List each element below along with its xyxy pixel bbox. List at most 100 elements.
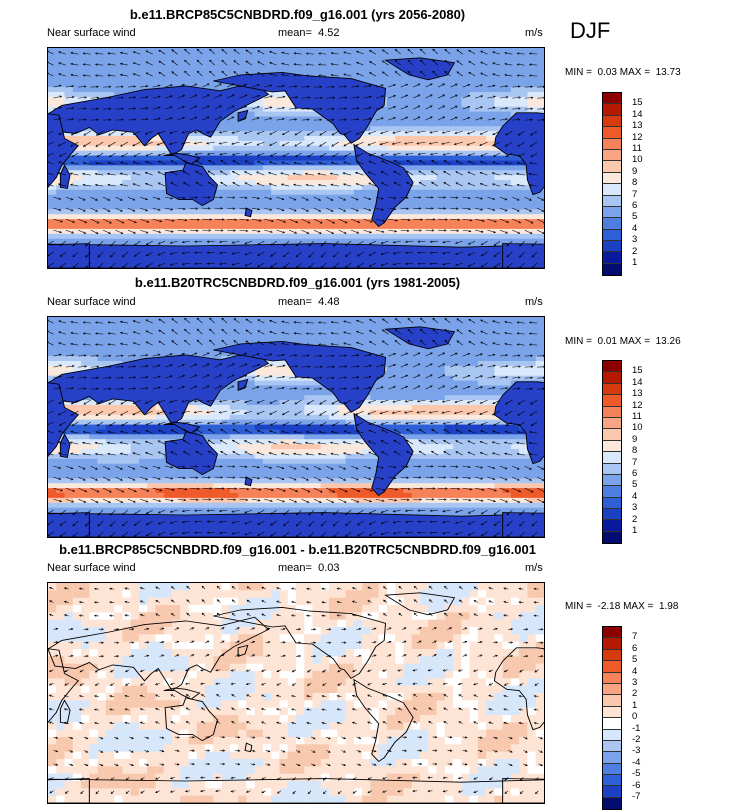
colorbar-label: 10 xyxy=(632,154,643,166)
colorbar-swatch xyxy=(603,138,621,150)
panel-1-mean: mean= 4.52 xyxy=(278,27,340,39)
panel-2-map-graphic xyxy=(48,317,544,537)
season-label: DJF xyxy=(570,18,611,43)
colorbar-label: 2 xyxy=(632,513,638,525)
panel-1-map-graphic xyxy=(48,48,544,268)
colorbar-label: 0 xyxy=(632,711,638,723)
panel-2-colorbar: 15 14 13 12 11 10 9 8 7 6 5 4 3 2 1 xyxy=(602,360,643,545)
panel-3-mean: mean= 0.03 xyxy=(278,562,340,574)
colorbar-swatch xyxy=(603,706,621,719)
colorbar-swatch xyxy=(603,497,621,510)
colorbar-swatch xyxy=(603,218,621,230)
colorbar-label: -6 xyxy=(632,779,641,791)
panel-1-min-label: MIN = xyxy=(565,67,592,78)
colorbar-label: 1 xyxy=(632,525,638,536)
colorbar-label: 11 xyxy=(632,411,642,422)
colorbar-label: -2 xyxy=(632,734,641,745)
colorbar-swatch xyxy=(603,172,621,185)
panel-1-min: 0.03 xyxy=(597,67,617,78)
colorbar-label: 7 xyxy=(632,188,638,200)
colorbar-label: 6 xyxy=(632,468,638,479)
panel-2-mean-value: 4.48 xyxy=(318,296,340,308)
colorbar-label: 8 xyxy=(632,177,638,189)
colorbar-label: 2 xyxy=(632,688,638,700)
panel-1-variable: Near surface wind xyxy=(47,27,136,39)
colorbar-swatch xyxy=(603,520,621,532)
colorbar-swatch xyxy=(603,729,621,741)
panel-3-min: -2.18 xyxy=(597,601,621,612)
panel-1-units: m/s xyxy=(525,27,543,39)
panel-2-max-label: MAX = xyxy=(619,336,651,347)
panel-1-mean-value: 4.52 xyxy=(318,27,340,39)
panel-2-max: 13.26 xyxy=(655,336,681,347)
panel-2-min: 0.01 xyxy=(597,336,617,347)
panel-3-min-label: MIN = xyxy=(565,601,592,612)
colorbar-swatch xyxy=(603,372,621,384)
panel-1-mean-label: mean= xyxy=(278,27,312,39)
panel-2-map xyxy=(47,316,545,538)
panel-3-mean-value: 0.03 xyxy=(318,562,340,574)
colorbar-label: 7 xyxy=(632,456,638,468)
colorbar-swatch xyxy=(603,486,621,498)
colorbar-label: 15 xyxy=(632,365,643,377)
colorbar-swatch xyxy=(603,786,621,798)
colorbar-label: -4 xyxy=(632,756,641,768)
panel-2-min-label: MIN = xyxy=(565,336,592,347)
colorbar-swatch xyxy=(603,763,621,776)
colorbar-label: -1 xyxy=(632,722,641,734)
colorbar-label: -3 xyxy=(632,745,641,757)
colorbar-label: 15 xyxy=(632,97,643,109)
colorbar-swatches xyxy=(602,360,622,545)
colorbar-swatch xyxy=(603,395,621,407)
colorbar-label: 8 xyxy=(632,445,638,457)
panel-3-units: m/s xyxy=(525,562,543,574)
panel-1-max-label: MAX = xyxy=(619,67,651,78)
colorbar-swatch xyxy=(603,406,621,418)
colorbar-swatch xyxy=(603,252,621,264)
colorbar-label: 3 xyxy=(632,502,638,514)
colorbar-swatch xyxy=(603,361,621,373)
colorbar-swatch xyxy=(603,509,621,521)
colorbar-label: 12 xyxy=(632,399,643,411)
colorbar-label: 11 xyxy=(632,143,642,154)
panel-3-mean-label: mean= xyxy=(278,562,312,574)
colorbar-swatch xyxy=(603,695,621,707)
colorbar-label: 4 xyxy=(632,665,638,677)
panel-3-map-graphic xyxy=(48,583,544,803)
panel-2-variable: Near surface wind xyxy=(47,296,136,308)
panel-2-mean: mean= 4.48 xyxy=(278,296,340,308)
colorbar-swatch xyxy=(603,683,621,696)
colorbar-swatch xyxy=(603,104,621,116)
colorbar-label: 10 xyxy=(632,422,643,434)
panel-3-variable: Near surface wind xyxy=(47,562,136,574)
colorbar-swatch xyxy=(603,429,621,441)
colorbar-swatch xyxy=(603,627,621,639)
colorbar-swatch xyxy=(603,718,621,730)
panel-2-mean-label: mean= xyxy=(278,296,312,308)
colorbar-swatch xyxy=(603,463,621,475)
colorbar-label: -7 xyxy=(632,791,641,802)
colorbar-swatch xyxy=(603,752,621,764)
colorbar-label: -5 xyxy=(632,768,641,780)
colorbar-swatch xyxy=(603,775,621,787)
panel-3-max: 1.98 xyxy=(658,601,679,612)
colorbar-swatch xyxy=(603,149,621,162)
colorbar-swatches xyxy=(602,626,622,811)
panel-3-title: b.e11.BRCP85C5CNBDRD.f09_g16.001 - b.e11… xyxy=(59,542,536,557)
colorbar-label: 7 xyxy=(632,631,638,643)
panel-2-title: b.e11.B20TRC5CNBDRD.f09_g16.001 (yrs 198… xyxy=(134,275,461,290)
panel-3-map xyxy=(47,582,545,804)
colorbar-label: 5 xyxy=(632,654,638,666)
colorbar-swatch xyxy=(603,638,621,650)
colorbar-label: 3 xyxy=(632,677,638,688)
colorbar-swatch xyxy=(603,531,621,544)
colorbar-swatch xyxy=(603,263,621,276)
panel-3-minmax: MIN = -2.18 MAX = 1.98 xyxy=(565,601,678,612)
panel-2-minmax: MIN = 0.01 MAX = 13.26 xyxy=(565,336,681,347)
colorbar-label: 14 xyxy=(632,376,643,388)
colorbar-swatch xyxy=(603,649,621,662)
colorbar-label: 6 xyxy=(632,200,638,211)
colorbar-label: 2 xyxy=(632,245,638,257)
colorbar-swatch xyxy=(603,474,621,487)
colorbar-swatch xyxy=(603,161,621,173)
